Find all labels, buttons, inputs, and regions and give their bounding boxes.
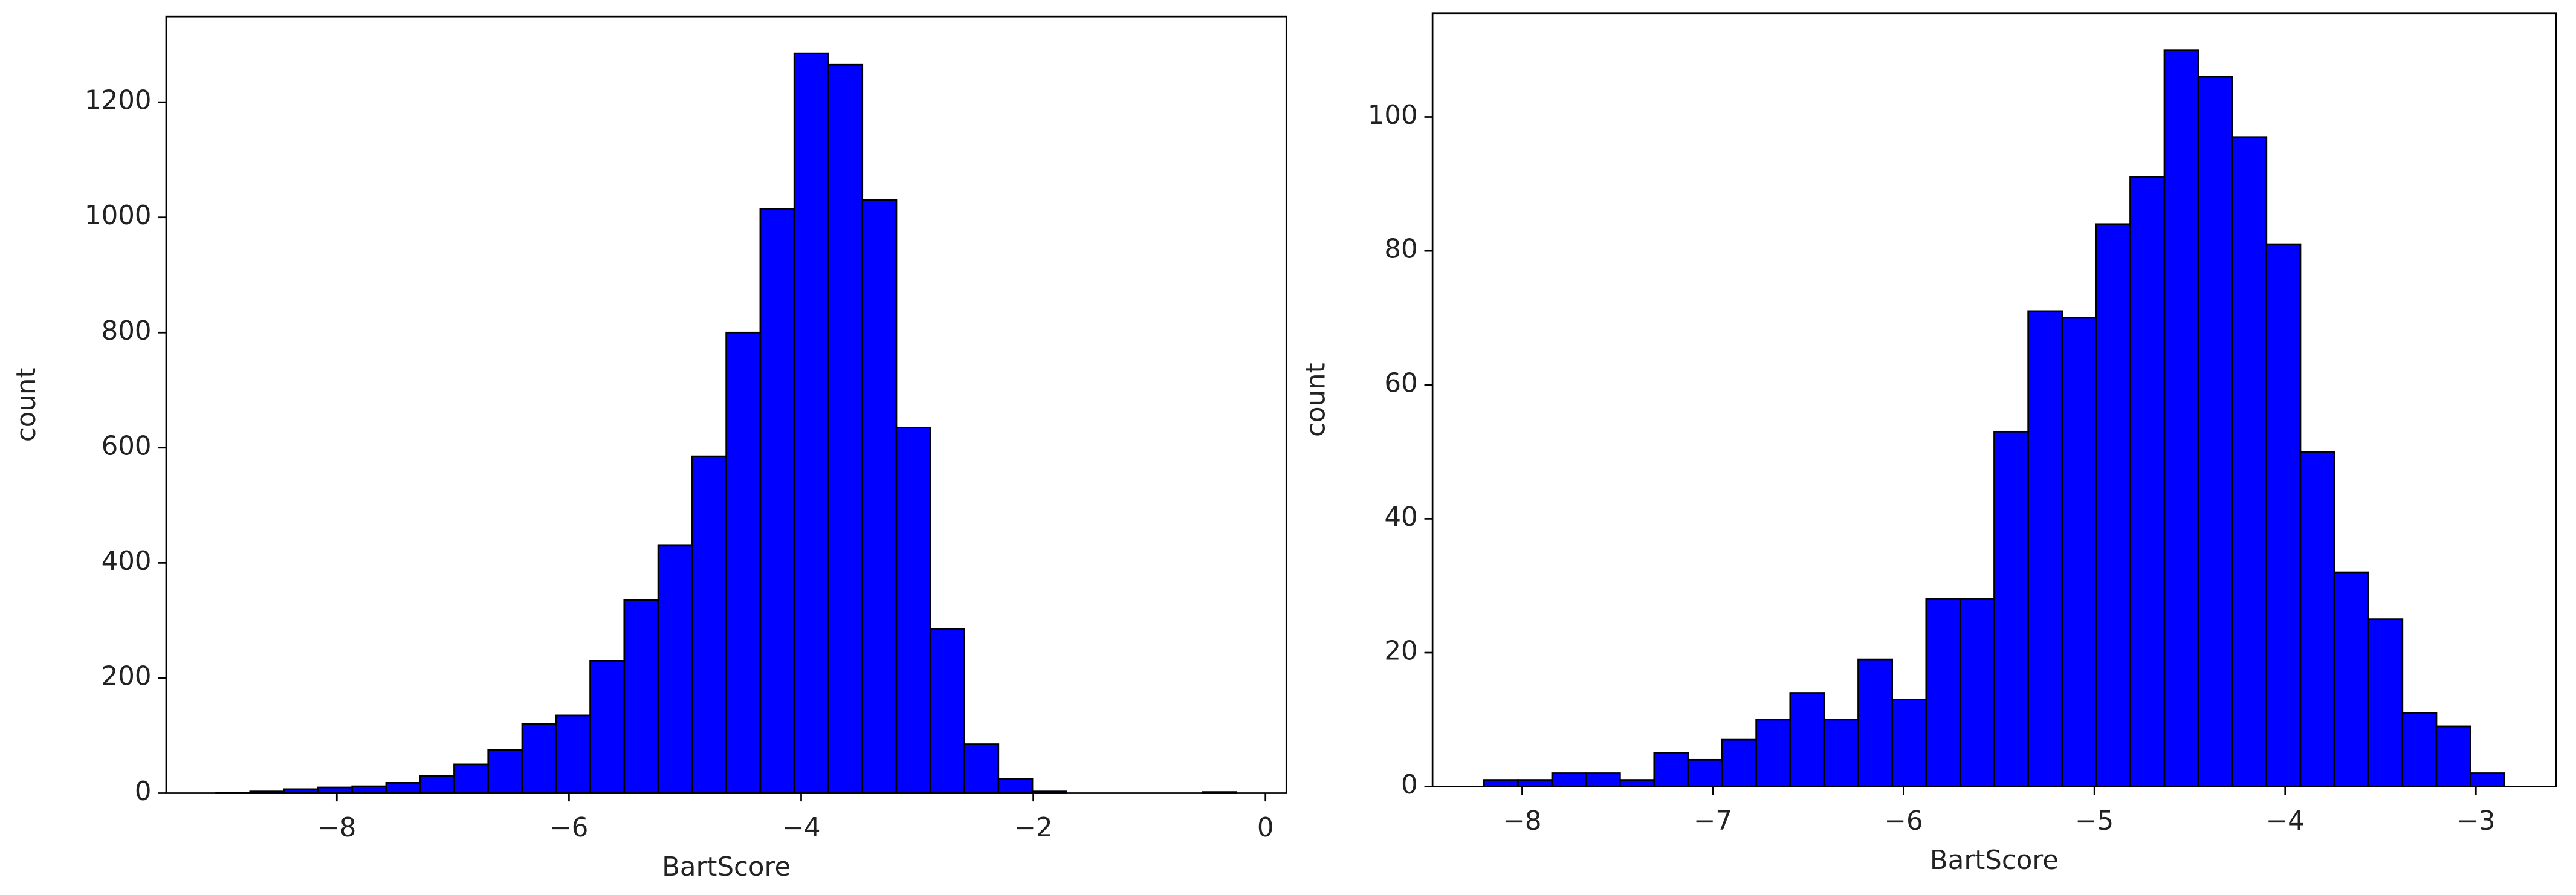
y-tick-label: 600 <box>102 431 152 461</box>
y-tick-label: 200 <box>102 661 152 691</box>
bar <box>1687 758 1723 788</box>
bar <box>1517 779 1553 788</box>
bar <box>2027 310 2063 788</box>
bar <box>1789 692 1825 788</box>
bar <box>827 63 864 794</box>
bar <box>1891 699 1927 788</box>
x-axis-label: BartScore <box>1930 845 2059 876</box>
x-tick-label: 0 <box>1257 813 1274 843</box>
axes-frame <box>165 15 1287 794</box>
bar <box>2367 618 2404 788</box>
bar <box>385 782 421 794</box>
bar <box>2095 223 2131 788</box>
bar <box>2333 571 2370 788</box>
bar <box>2231 136 2268 788</box>
x-tick-label: −7 <box>1694 806 1732 836</box>
bar <box>691 455 727 794</box>
x-tick-label: −4 <box>782 813 820 843</box>
y-tick-label: 60 <box>1384 368 1417 398</box>
bar <box>623 599 659 794</box>
bar <box>1755 719 1791 788</box>
y-tick-label: 1200 <box>85 86 152 116</box>
bar <box>725 331 762 794</box>
y-tick-label: 400 <box>102 546 152 577</box>
x-tick-label: −5 <box>2075 806 2114 836</box>
bar <box>793 52 829 794</box>
bar <box>2061 317 2097 788</box>
y-tick-label: 1000 <box>85 201 152 231</box>
bar <box>895 427 931 794</box>
y-tick-label: 20 <box>1384 636 1417 667</box>
bar <box>1483 779 1519 788</box>
bar <box>317 786 354 794</box>
bar <box>2129 176 2166 788</box>
bar <box>929 628 965 794</box>
bar <box>1857 658 1894 788</box>
bar <box>2401 712 2438 788</box>
bar <box>1959 598 1995 788</box>
bar <box>759 208 795 794</box>
bar <box>487 749 523 794</box>
bar <box>1653 752 1689 788</box>
bar <box>2470 772 2506 788</box>
y-tick-label: 0 <box>135 777 152 807</box>
y-tick-label: 0 <box>1401 770 1418 800</box>
bar <box>2435 725 2471 788</box>
bar <box>2265 243 2302 788</box>
x-tick-label: −6 <box>1885 806 1923 836</box>
bar <box>1823 719 1859 788</box>
y-tick-label: 80 <box>1384 234 1417 265</box>
bar <box>521 723 557 794</box>
bar <box>1721 738 1758 788</box>
bar <box>419 775 455 794</box>
y-tick-label: 40 <box>1384 502 1417 532</box>
x-tick-label: −2 <box>1014 813 1053 843</box>
axes-frame <box>1431 12 2557 788</box>
bar <box>555 714 591 794</box>
bar <box>997 778 1034 794</box>
bar <box>2299 451 2335 788</box>
bar <box>1585 772 1621 788</box>
bar <box>2197 76 2233 788</box>
x-tick-label: −8 <box>317 813 356 843</box>
y-tick-label: 100 <box>1368 100 1418 131</box>
bar <box>351 785 387 794</box>
bar <box>589 660 626 794</box>
bar <box>2163 49 2199 788</box>
x-tick-label: −3 <box>2456 806 2495 836</box>
x-tick-label: −8 <box>1503 806 1541 836</box>
y-axis-label: count <box>1301 363 1331 437</box>
x-tick-label: −6 <box>549 813 588 843</box>
bar <box>1619 779 1655 788</box>
bar <box>1925 598 1961 788</box>
bar <box>1551 772 1587 788</box>
bar <box>963 743 1000 794</box>
y-tick-label: 800 <box>102 316 152 346</box>
bar <box>453 763 490 794</box>
bar <box>1993 430 2030 788</box>
x-axis-label: BartScore <box>662 852 791 882</box>
bar <box>861 199 898 794</box>
y-axis-label: count <box>11 368 42 442</box>
x-tick-label: −4 <box>2266 806 2305 836</box>
bar <box>657 544 693 794</box>
